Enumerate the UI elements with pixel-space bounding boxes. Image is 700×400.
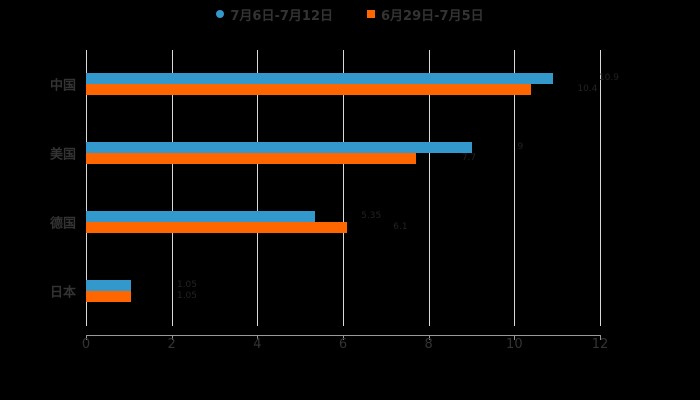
data-label: 7.7 <box>462 153 476 163</box>
bar-current-week[interactable] <box>86 280 131 291</box>
data-label: 1.05 <box>177 291 197 301</box>
bar-previous-week[interactable] <box>86 222 347 233</box>
bar-current-week[interactable] <box>86 211 315 222</box>
y-axis-category-label: 德国 <box>50 213 76 232</box>
data-label: 6.1 <box>393 222 407 232</box>
bar-previous-week[interactable] <box>86 153 416 164</box>
data-label: 1.05 <box>177 280 197 290</box>
y-axis-category-label: 美国 <box>50 144 76 163</box>
x-axis-tick-label: 6 <box>339 337 347 352</box>
bar-current-week[interactable] <box>86 73 553 84</box>
x-axis-tick-label: 12 <box>592 337 609 352</box>
bar-previous-week[interactable] <box>86 291 131 302</box>
y-axis-category-label: 中国 <box>50 75 76 94</box>
y-axis-category-label: 日本 <box>50 282 76 301</box>
chart-legend: 7月6日-7月12日 6月29日-7月5日 <box>0 4 700 24</box>
legend-item-series-2[interactable]: 6月29日-7月5日 <box>367 5 484 24</box>
x-axis-tick-label: 8 <box>425 337 433 352</box>
x-axis-tick-label: 10 <box>506 337 523 352</box>
x-axis-tick-label: 4 <box>253 337 261 352</box>
data-label: 5.35 <box>361 211 381 221</box>
x-axis-tick-label: 2 <box>168 337 176 352</box>
data-label: 10.9 <box>599 73 619 83</box>
legend-item-series-1[interactable]: 7月6日-7月12日 <box>216 5 333 24</box>
gridline <box>600 50 601 326</box>
legend-label-series-1: 7月6日-7月12日 <box>230 5 333 24</box>
bar-previous-week[interactable] <box>86 84 531 95</box>
x-axis-tick-label: 0 <box>82 337 90 352</box>
data-label: 10.4 <box>577 84 597 94</box>
legend-swatch-series-1 <box>216 10 224 18</box>
data-label: 9 <box>518 142 524 152</box>
legend-swatch-series-2 <box>367 10 375 18</box>
bar-current-week[interactable] <box>86 142 472 153</box>
legend-label-series-2: 6月29日-7月5日 <box>381 5 484 24</box>
x-axis-line <box>86 335 600 336</box>
